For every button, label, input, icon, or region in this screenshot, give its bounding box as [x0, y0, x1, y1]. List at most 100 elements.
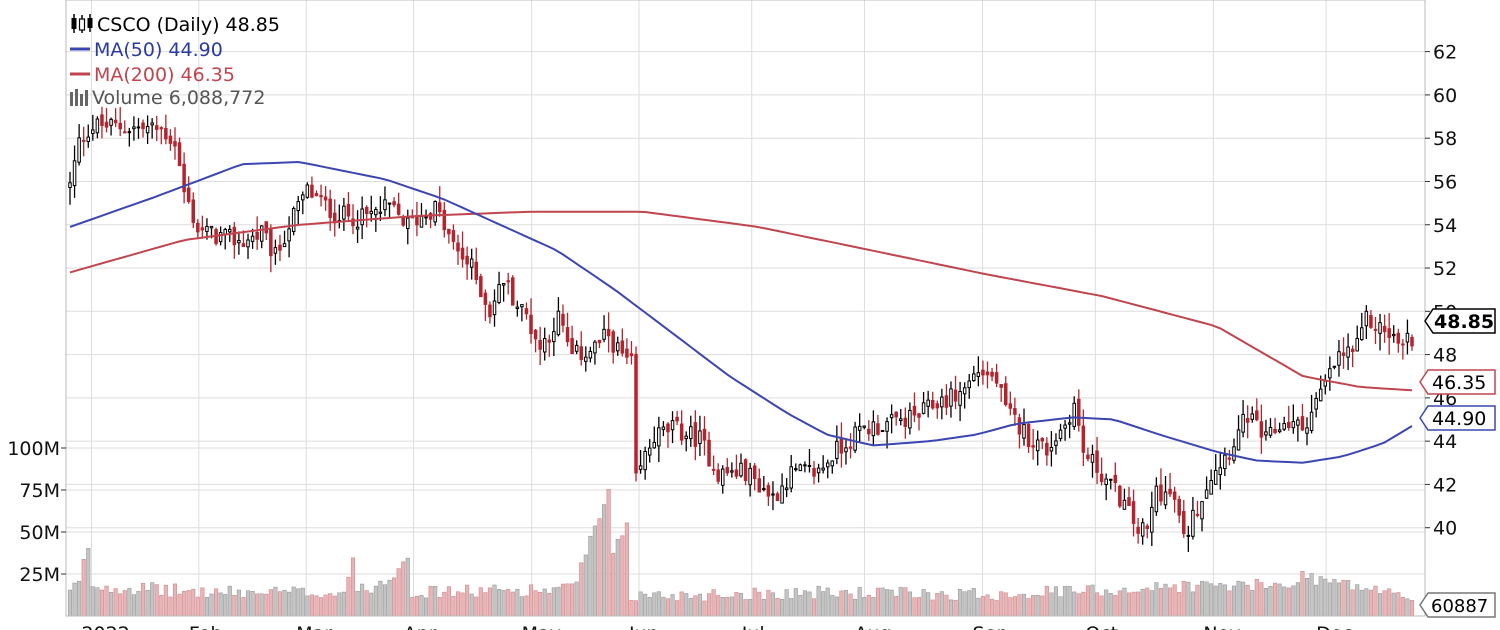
candle-body — [86, 136, 91, 142]
candle — [1250, 406, 1254, 423]
candle — [1277, 422, 1282, 434]
candle-body — [406, 217, 410, 229]
candle-body — [246, 239, 250, 248]
candle-body — [1305, 427, 1309, 434]
volume-bar — [77, 581, 82, 617]
volume-bar — [1035, 594, 1040, 617]
volume-bar — [1136, 591, 1141, 617]
volume-bar — [1327, 582, 1332, 617]
volume-bar — [109, 592, 114, 617]
volume-bar — [843, 590, 849, 617]
candle — [707, 431, 711, 467]
volume-bars-icon — [70, 89, 88, 106]
candle-body — [479, 276, 483, 298]
ma50-line — [69, 160, 1413, 464]
candle — [355, 210, 360, 243]
volume-bar — [1131, 591, 1136, 617]
candle — [1350, 345, 1355, 368]
candle — [1026, 422, 1031, 453]
candle-body — [1013, 408, 1017, 415]
candle — [588, 346, 593, 363]
candle-body — [200, 227, 205, 231]
candle-body — [1063, 424, 1067, 429]
volume-bar — [214, 588, 219, 617]
candle — [1232, 438, 1236, 464]
candle — [561, 304, 565, 333]
candle — [250, 228, 255, 249]
candle-body — [953, 389, 958, 402]
volume-bar — [259, 593, 264, 617]
candle — [529, 298, 533, 344]
candle-body — [962, 387, 967, 395]
candle-body — [1410, 336, 1414, 347]
candle-body — [1086, 454, 1090, 460]
candle-body — [853, 426, 857, 451]
candle-body — [1191, 509, 1195, 537]
volume-bar — [227, 585, 232, 617]
candle — [237, 231, 241, 255]
volume-bar — [615, 538, 620, 617]
candle-body — [136, 126, 141, 129]
candle — [515, 300, 520, 317]
volume-bar — [350, 557, 356, 617]
candle — [584, 346, 588, 372]
candle-body — [1355, 337, 1359, 352]
volume-flag-text: 60887 — [1431, 596, 1488, 617]
volume-bar — [848, 593, 853, 617]
month-label: Nov — [1203, 623, 1240, 630]
volume-bar — [620, 535, 625, 617]
volume-bar — [825, 587, 830, 617]
price-tick-label: 56 — [1433, 171, 1457, 193]
candle — [1337, 339, 1341, 377]
candle-body — [625, 348, 629, 358]
candle-body — [1077, 398, 1081, 426]
volume-bar — [780, 599, 785, 617]
candle-body — [259, 225, 264, 242]
candle-body — [1318, 388, 1323, 402]
candle-body — [871, 421, 876, 437]
volume-bar — [725, 596, 730, 617]
candle — [602, 315, 606, 343]
candle — [1150, 491, 1154, 546]
candle-body — [780, 485, 784, 504]
volume-bar — [1049, 592, 1054, 617]
candle-body — [1159, 484, 1163, 502]
candle — [958, 381, 962, 422]
candle — [1305, 417, 1309, 446]
candle-body — [748, 467, 752, 486]
volume-bar — [1154, 582, 1159, 617]
candle-body — [168, 135, 173, 144]
ma200-flag: 46.35 — [1419, 369, 1496, 395]
volume-bar — [1263, 588, 1268, 617]
candle — [1223, 447, 1227, 477]
volume-bar — [483, 592, 488, 617]
volume-bar — [570, 583, 575, 617]
candle-body — [68, 182, 72, 188]
candle-body — [132, 126, 136, 130]
candle-body — [1154, 485, 1159, 513]
candle-body — [976, 372, 981, 377]
candle-body — [351, 218, 355, 227]
volume-bar — [907, 591, 912, 617]
volume-bar — [729, 596, 734, 617]
volume-bar — [1282, 586, 1287, 617]
candle — [264, 221, 269, 241]
candle-body — [141, 122, 145, 130]
candle — [794, 463, 798, 472]
volume-bar — [474, 596, 479, 617]
volume-bar — [204, 597, 209, 617]
candle — [1108, 478, 1113, 490]
volume-bar — [1117, 590, 1122, 617]
candle — [1104, 473, 1108, 501]
volume-bar — [766, 589, 771, 617]
candle — [104, 108, 109, 133]
volume-bar — [647, 597, 652, 617]
candle-body — [1095, 450, 1099, 473]
candle — [1401, 338, 1405, 360]
candle — [885, 417, 889, 449]
candle-body — [921, 402, 926, 414]
volume-bar — [1295, 582, 1300, 617]
legend-price-label: CSCO (Daily) 48.85 — [97, 14, 280, 36]
candle — [899, 408, 903, 426]
volume-bar — [373, 585, 378, 617]
